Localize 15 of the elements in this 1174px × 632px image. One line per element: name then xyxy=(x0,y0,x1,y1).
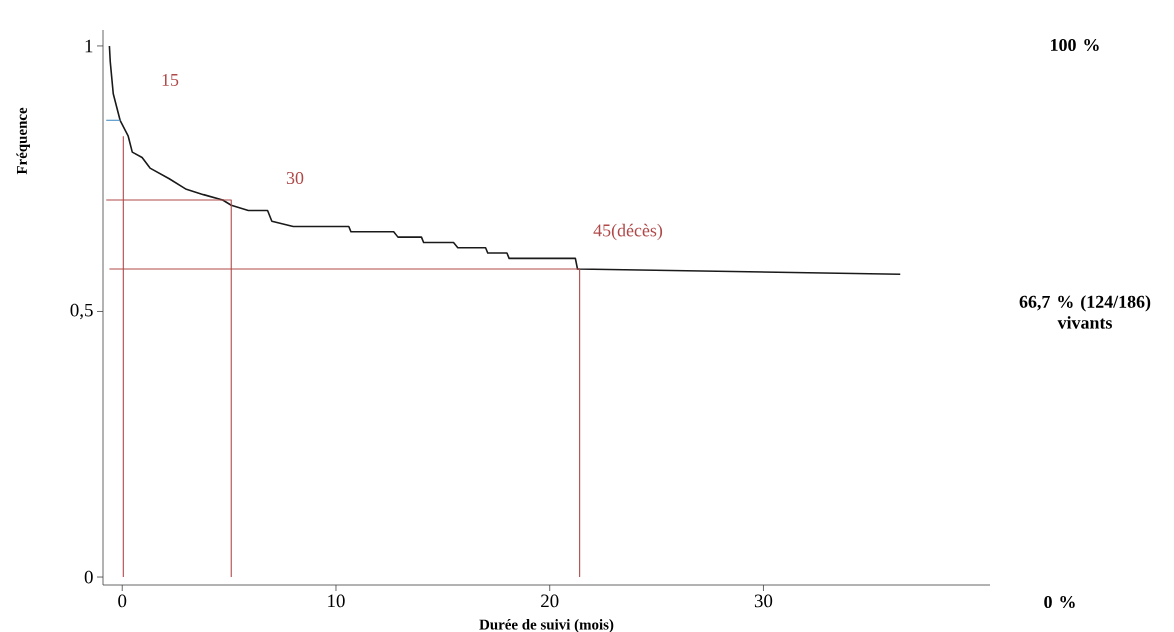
annotation: 45(décès) xyxy=(593,223,663,241)
annotation: 15 xyxy=(162,73,179,86)
x-tick-label: 0 xyxy=(118,594,127,608)
y-tick-label: 1 xyxy=(85,39,93,53)
text: 0 % xyxy=(1044,595,1075,609)
y-tick-label: 0 xyxy=(84,570,93,584)
annotation: 30 xyxy=(286,171,304,185)
x-axis-title: Durée de suivi (mois) xyxy=(479,619,614,632)
x-tick-label: 10 xyxy=(328,594,345,608)
text: 100 % xyxy=(1051,38,1099,52)
text: 66,7 % (124/186) vivants xyxy=(1019,295,1151,329)
x-tick-label: 20 xyxy=(541,594,559,608)
x-tick-label: 30 xyxy=(754,594,773,608)
y-tick-label: 0,5 xyxy=(70,303,93,320)
y-axis-title: Fréquence xyxy=(16,107,30,175)
